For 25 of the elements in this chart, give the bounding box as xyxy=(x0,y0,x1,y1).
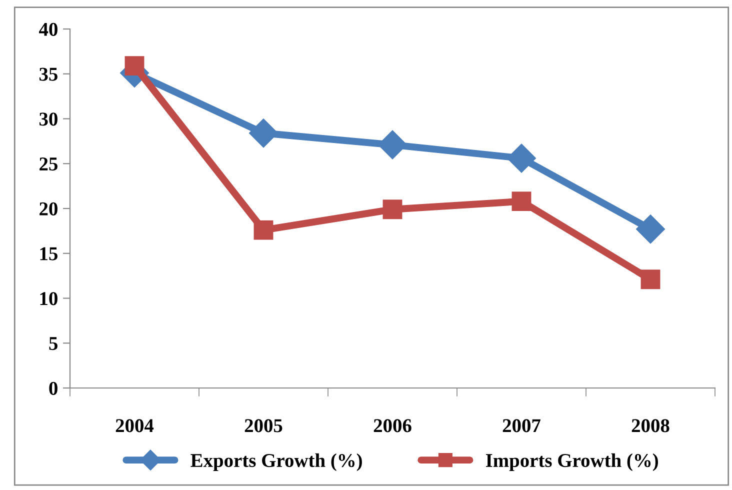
point xyxy=(507,144,536,173)
y-tick-label: 40 xyxy=(39,22,58,36)
point xyxy=(512,192,532,212)
y-tick-label: 35 xyxy=(39,68,58,81)
y-tick-label: 20 xyxy=(40,202,58,216)
y-tick-label: 5 xyxy=(49,337,58,350)
point xyxy=(640,270,660,290)
point xyxy=(124,56,144,76)
x-tick-label: 2006 xyxy=(374,419,412,432)
point xyxy=(378,130,407,160)
y-tick-label: 10 xyxy=(40,292,58,306)
legend-label: Exports Growth (%) xyxy=(190,453,362,472)
x-tick-label: 2005 xyxy=(244,419,282,432)
point xyxy=(249,118,278,148)
y-tick-label: 30 xyxy=(39,112,58,126)
point xyxy=(382,200,402,220)
point xyxy=(254,220,274,240)
y-tick-label: 0 xyxy=(49,382,58,395)
point xyxy=(636,214,665,244)
legend-label: Imports Growth (%) xyxy=(486,453,658,472)
x-tick-label: 2007 xyxy=(502,419,540,432)
x-tick-label: 2008 xyxy=(632,419,670,432)
x-tick-label: 2004 xyxy=(116,419,154,432)
y-tick-label: 25 xyxy=(40,157,58,171)
y-tick-label: 15 xyxy=(40,247,58,260)
